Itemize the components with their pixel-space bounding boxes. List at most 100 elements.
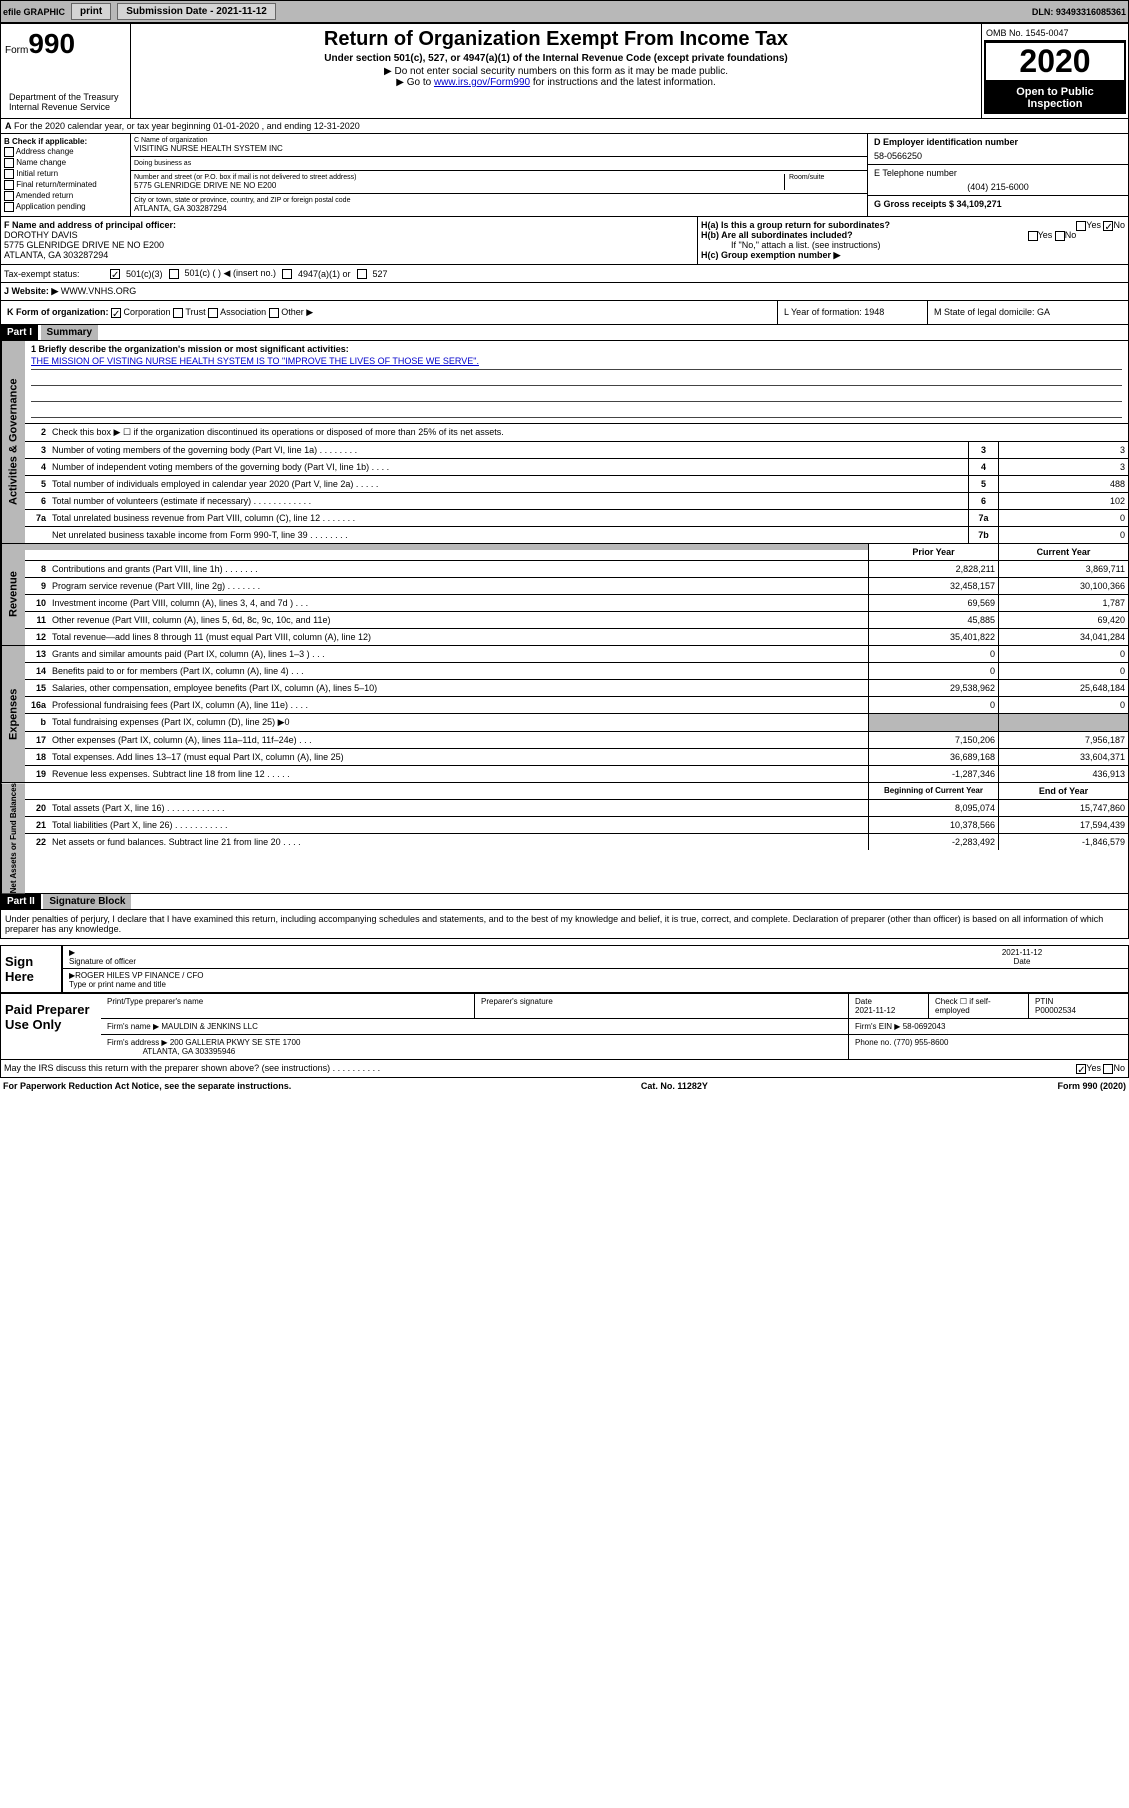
period-text: For the 2020 calendar year, or tax year … (14, 121, 360, 131)
form-label: Form 990 (2020) (1057, 1081, 1126, 1091)
firm-addr1: 200 GALLERIA PKWY SE STE 1700 (170, 1038, 301, 1047)
page-title: Return of Organization Exempt From Incom… (135, 28, 977, 51)
table-row: 22Net assets or fund balances. Subtract … (25, 834, 1128, 850)
cb-initial-return[interactable]: Initial return (4, 169, 127, 179)
efile-label: efile GRAPHIC (3, 7, 65, 17)
cb-corporation[interactable] (111, 308, 121, 318)
ha-no[interactable]: No (1113, 220, 1125, 230)
cat-no: Cat. No. 11282Y (641, 1081, 708, 1091)
prep-ptin-label: PTIN (1035, 997, 1053, 1006)
col-h-group: H(a) Is this a group return for subordin… (698, 217, 1128, 264)
hb-no[interactable]: No (1065, 230, 1077, 240)
irs-link[interactable]: www.irs.gov/Form990 (434, 77, 530, 88)
cb-527[interactable] (357, 269, 367, 279)
part1-header: Part I Summary (0, 325, 1129, 341)
opt-other: Other ▶ (281, 307, 313, 317)
opt-assoc: Association (220, 307, 266, 317)
website-label: J Website: ▶ (4, 286, 58, 296)
table-row: 21Total liabilities (Part X, line 26) . … (25, 817, 1128, 834)
col-b-checkboxes: B Check if applicable: Address change Na… (1, 134, 131, 216)
prep-self-emp: Check ☐ if self-employed (928, 994, 1028, 1018)
prep-sig-hdr: Preparer's signature (474, 994, 848, 1018)
note2-pre: ▶ Go to (396, 77, 434, 88)
preparer-label: Paid Preparer Use Only (1, 994, 101, 1059)
discuss-no: No (1113, 1063, 1125, 1073)
cb-name-change[interactable]: Name change (4, 158, 127, 168)
cb-amended-return[interactable]: Amended return (4, 191, 127, 201)
footer-discuss: May the IRS discuss this return with the… (0, 1060, 1129, 1078)
cb-other[interactable] (269, 308, 279, 318)
officer-addr2: ATLANTA, GA 303287294 (4, 250, 108, 260)
cb-4947[interactable] (282, 269, 292, 279)
table-row: 17Other expenses (Part IX, column (A), l… (25, 732, 1128, 749)
tab-governance: Activities & Governance (1, 341, 25, 543)
cb-discuss-yes[interactable] (1076, 1064, 1086, 1074)
cb-address-change[interactable]: Address change (4, 147, 127, 157)
firm-phone-label: Phone no. (855, 1038, 891, 1047)
firm-addr2: ATLANTA, GA 303395946 (143, 1047, 236, 1056)
d-label: D Employer identification number (874, 137, 1018, 147)
sig-date: 2021-11-12 (1002, 948, 1042, 957)
ha-yes[interactable]: Yes (1086, 220, 1101, 230)
table-row: 18Total expenses. Add lines 13–17 (must … (25, 749, 1128, 766)
netassets-section: Net Assets or Fund Balances Beginning of… (0, 783, 1129, 894)
firm-phone: (770) 955-8600 (894, 1038, 949, 1047)
officer-name: DOROTHY DAVIS (4, 230, 78, 240)
sig-name-label: Type or print name and title (69, 980, 166, 989)
part2-header: Part II Signature Block (0, 894, 1129, 910)
cb-final-return[interactable]: Final return/terminated (4, 180, 127, 190)
hdr-begin-year: Beginning of Current Year (868, 783, 998, 799)
cb-501c[interactable] (169, 269, 179, 279)
cb-application-pending[interactable]: Application pending (4, 202, 127, 212)
cb-discuss-no[interactable] (1103, 1064, 1113, 1074)
cb-association[interactable] (208, 308, 218, 318)
governance-section: Activities & Governance 1 Briefly descri… (0, 341, 1129, 544)
ein-value: 58-0566250 (874, 151, 1122, 161)
penalty-text: Under penalties of perjury, I declare th… (0, 910, 1129, 939)
m-state-domicile: M State of legal domicile: GA (928, 301, 1128, 324)
sig-date-label: Date (1014, 957, 1031, 966)
dln-label: DLN: 93493316085361 (1032, 7, 1126, 17)
city-label: City or town, state or province, country… (134, 197, 864, 204)
print-button[interactable]: print (71, 3, 111, 20)
c-label: C Name of organization (134, 137, 864, 144)
prep-date: 2021-11-12 (855, 1006, 895, 1015)
city-state-zip: ATLANTA, GA 303287294 (134, 204, 864, 213)
hb-yes[interactable]: Yes (1038, 230, 1053, 240)
sign-here-table: Sign Here ▶Signature of officer 2021-11-… (0, 945, 1129, 993)
mission-text[interactable]: THE MISSION OF VISTING NURSE HEALTH SYST… (31, 356, 479, 366)
cb-trust[interactable] (173, 308, 183, 318)
table-row: 9Program service revenue (Part VIII, lin… (25, 578, 1128, 595)
tab-expenses: Expenses (1, 646, 25, 782)
note2-post: for instructions and the latest informat… (530, 77, 716, 88)
hdr-end-year: End of Year (998, 783, 1128, 799)
website-url: WWW.VNHS.ORG (61, 286, 137, 296)
topbar: efile GRAPHIC print Submission Date - 20… (0, 0, 1129, 23)
table-row: 4Number of independent voting members of… (25, 459, 1128, 476)
table-row: 19Revenue less expenses. Subtract line 1… (25, 766, 1128, 782)
addr-label: Number and street (or P.O. box if mail i… (134, 174, 784, 181)
sign-here-label: Sign Here (1, 946, 61, 992)
form-number: Form990 (5, 28, 126, 60)
subtitle: Under section 501(c), 527, or 4947(a)(1)… (135, 53, 977, 64)
hdr-current-year: Current Year (998, 544, 1128, 560)
table-row: 5Total number of individuals employed in… (25, 476, 1128, 493)
netassets-header: Beginning of Current Year End of Year (25, 783, 1128, 800)
firm-name: MAULDIN & JENKINS LLC (161, 1022, 257, 1031)
sig-officer-label: Signature of officer (69, 957, 136, 966)
table-row: 8Contributions and grants (Part VIII, li… (25, 561, 1128, 578)
table-row: 15Salaries, other compensation, employee… (25, 680, 1128, 697)
line1-label: 1 Briefly describe the organization's mi… (31, 344, 349, 354)
opt-4947: 4947(a)(1) or (298, 269, 351, 279)
hdr-prior-year: Prior Year (868, 544, 998, 560)
cb-501c3[interactable] (110, 269, 120, 279)
ha-label: H(a) Is this a group return for subordin… (701, 220, 890, 230)
table-row: 11Other revenue (Part VIII, column (A), … (25, 612, 1128, 629)
note-link: ▶ Go to www.irs.gov/Form990 for instruct… (135, 77, 977, 88)
part2-title: Signature Block (43, 894, 131, 909)
tax-label: Tax-exempt status: (4, 269, 104, 279)
table-row: 3Number of voting members of the governi… (25, 442, 1128, 459)
open-public-label: Open to Public Inspection (984, 82, 1126, 114)
opt-527: 527 (373, 269, 388, 279)
table-row: 7aTotal unrelated business revenue from … (25, 510, 1128, 527)
